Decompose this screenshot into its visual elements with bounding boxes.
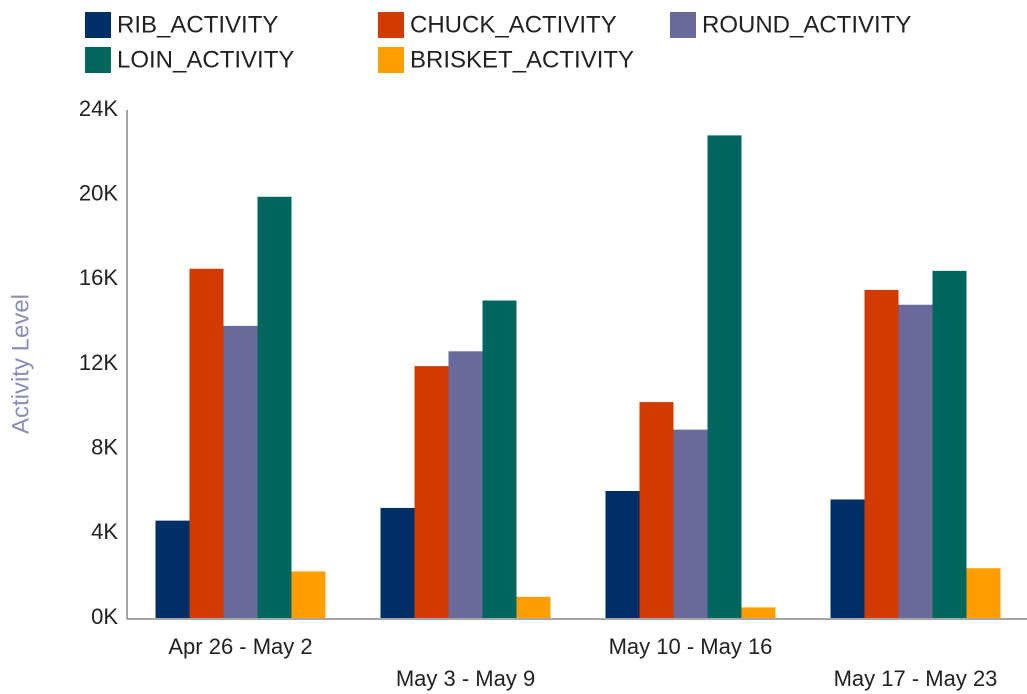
- bar: [639, 402, 674, 618]
- legend-swatch: [85, 47, 111, 73]
- legend-swatch: [85, 12, 111, 38]
- bar: [257, 196, 292, 619]
- bar: [830, 499, 865, 618]
- bar: [966, 568, 1001, 618]
- bar: [482, 300, 517, 618]
- y-tick-label: 8K: [91, 434, 118, 459]
- bar: [223, 325, 258, 618]
- bar: [155, 520, 190, 618]
- legend-label: ROUND_ACTIVITY: [702, 11, 911, 38]
- bar: [414, 366, 449, 618]
- y-tick-label: 0K: [91, 604, 118, 629]
- x-tick-label: May 10 - May 16: [609, 634, 773, 659]
- legend-label: RIB_ACTIVITY: [117, 11, 278, 38]
- x-tick-label: Apr 26 - May 2: [168, 634, 312, 659]
- legend-swatch: [670, 12, 696, 38]
- bar: [605, 491, 640, 618]
- bar: [291, 571, 326, 618]
- legend-swatch: [378, 12, 404, 38]
- y-tick-label: 24K: [79, 96, 118, 121]
- bar: [448, 351, 483, 618]
- y-tick-label: 20K: [79, 180, 118, 205]
- bar: [898, 304, 933, 618]
- legend-label: CHUCK_ACTIVITY: [410, 11, 617, 38]
- y-tick-label: 4K: [91, 519, 118, 544]
- x-tick-label: May 17 - May 23: [834, 666, 998, 691]
- bar: [707, 135, 742, 618]
- y-axis-title: Activity Level: [7, 294, 34, 434]
- bar: [741, 607, 776, 618]
- bar: [673, 429, 708, 618]
- bar: [864, 289, 899, 618]
- y-tick-label: 12K: [79, 350, 118, 375]
- legend-label: BRISKET_ACTIVITY: [410, 46, 634, 73]
- bar: [380, 507, 415, 618]
- bar: [516, 596, 551, 618]
- legend-swatch: [378, 47, 404, 73]
- legend-label: LOIN_ACTIVITY: [117, 46, 294, 73]
- bar: [189, 268, 224, 618]
- y-tick-label: 16K: [79, 265, 118, 290]
- x-tick-label: May 3 - May 9: [396, 666, 535, 691]
- bar: [932, 270, 967, 618]
